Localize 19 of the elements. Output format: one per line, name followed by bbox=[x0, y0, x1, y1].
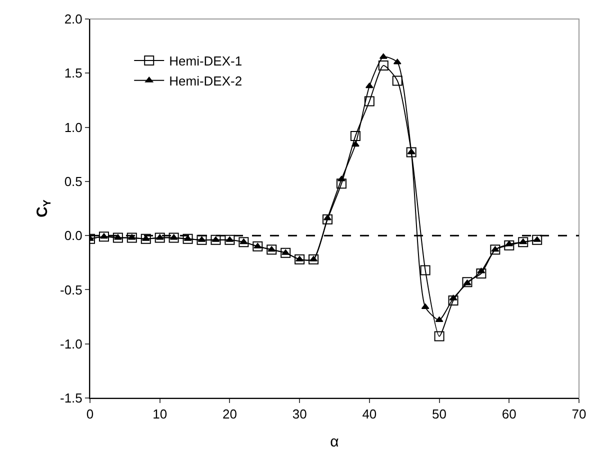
legend-label: Hemi-DEX-2 bbox=[169, 73, 242, 88]
y-tick-label: 0.0 bbox=[64, 228, 82, 244]
x-tick-label: 30 bbox=[292, 406, 307, 422]
y-tick-label: 1.5 bbox=[64, 66, 82, 81]
y-tick-label: 0.5 bbox=[64, 174, 82, 189]
x-axis-title: α bbox=[330, 434, 340, 451]
y-tick-label: -1.5 bbox=[60, 390, 82, 406]
y-tick-label: -1.0 bbox=[60, 336, 82, 352]
legend-label: Hemi-DEX-1 bbox=[169, 54, 242, 69]
x-tick-label: 0 bbox=[86, 406, 94, 422]
x-tick-label: 60 bbox=[502, 406, 516, 422]
x-tick-label: 10 bbox=[152, 406, 168, 422]
x-tick-label: 50 bbox=[432, 406, 447, 422]
y-tick-label: -0.5 bbox=[60, 282, 82, 298]
y-tick-label: 2.0 bbox=[64, 12, 82, 27]
x-tick-label: 70 bbox=[572, 406, 586, 422]
y-tick-label: 1.0 bbox=[64, 120, 82, 135]
x-tick-label: 20 bbox=[222, 406, 237, 422]
x-tick-label: 40 bbox=[362, 406, 377, 422]
